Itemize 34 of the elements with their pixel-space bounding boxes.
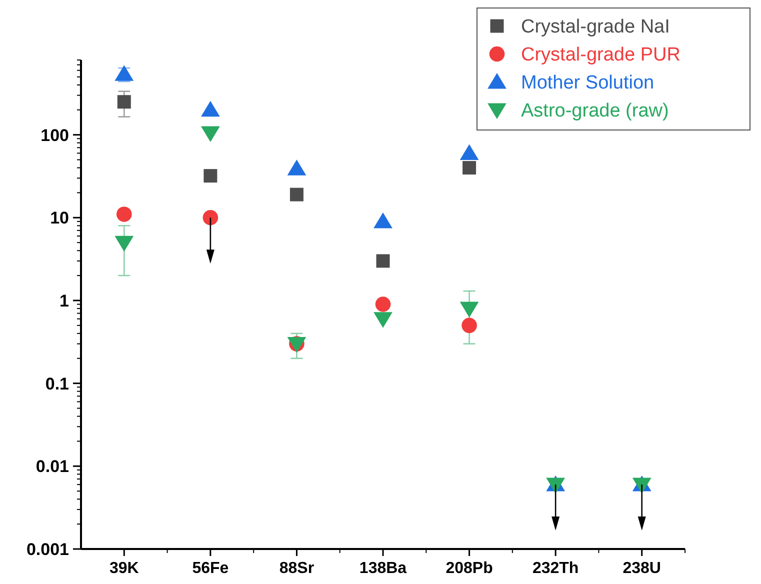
point	[460, 144, 479, 160]
legend-label: Crystal-grade PUR	[521, 44, 680, 66]
point	[117, 95, 131, 109]
x-tick-label: 56Fe	[192, 560, 229, 577]
legend-label: Crystal-grade NaI	[521, 16, 670, 38]
y-tick-label: 1	[60, 291, 69, 310]
point	[374, 312, 392, 328]
point	[202, 210, 218, 226]
y-tick-label: 10	[50, 208, 69, 228]
point	[375, 296, 391, 312]
point	[114, 65, 134, 81]
point	[460, 302, 479, 318]
point	[462, 161, 476, 175]
point	[114, 236, 134, 252]
y-tick-label: 0.1	[45, 374, 69, 394]
x-tick-label: 208Pb	[446, 560, 494, 577]
point	[290, 188, 304, 202]
y-tick-label: 0.001	[26, 540, 69, 559]
point	[374, 212, 392, 228]
point	[204, 169, 218, 183]
legend-label: Mother Solution	[521, 72, 654, 94]
x-tick-label: 88Sr	[279, 560, 314, 577]
point	[116, 206, 132, 222]
legend-label: Astro-grade (raw)	[521, 100, 669, 122]
x-tick-label: 238U	[622, 560, 661, 577]
x-tick-label: 39K	[109, 560, 140, 577]
point	[376, 254, 390, 268]
point	[200, 100, 220, 117]
point	[462, 318, 477, 334]
x-tick-label: 232Th	[532, 560, 579, 577]
x-tick-label: 138Ba	[359, 560, 407, 577]
point	[287, 160, 306, 176]
y-tick-label: 100	[40, 126, 69, 145]
y-tick-label: 0.01	[36, 457, 69, 476]
